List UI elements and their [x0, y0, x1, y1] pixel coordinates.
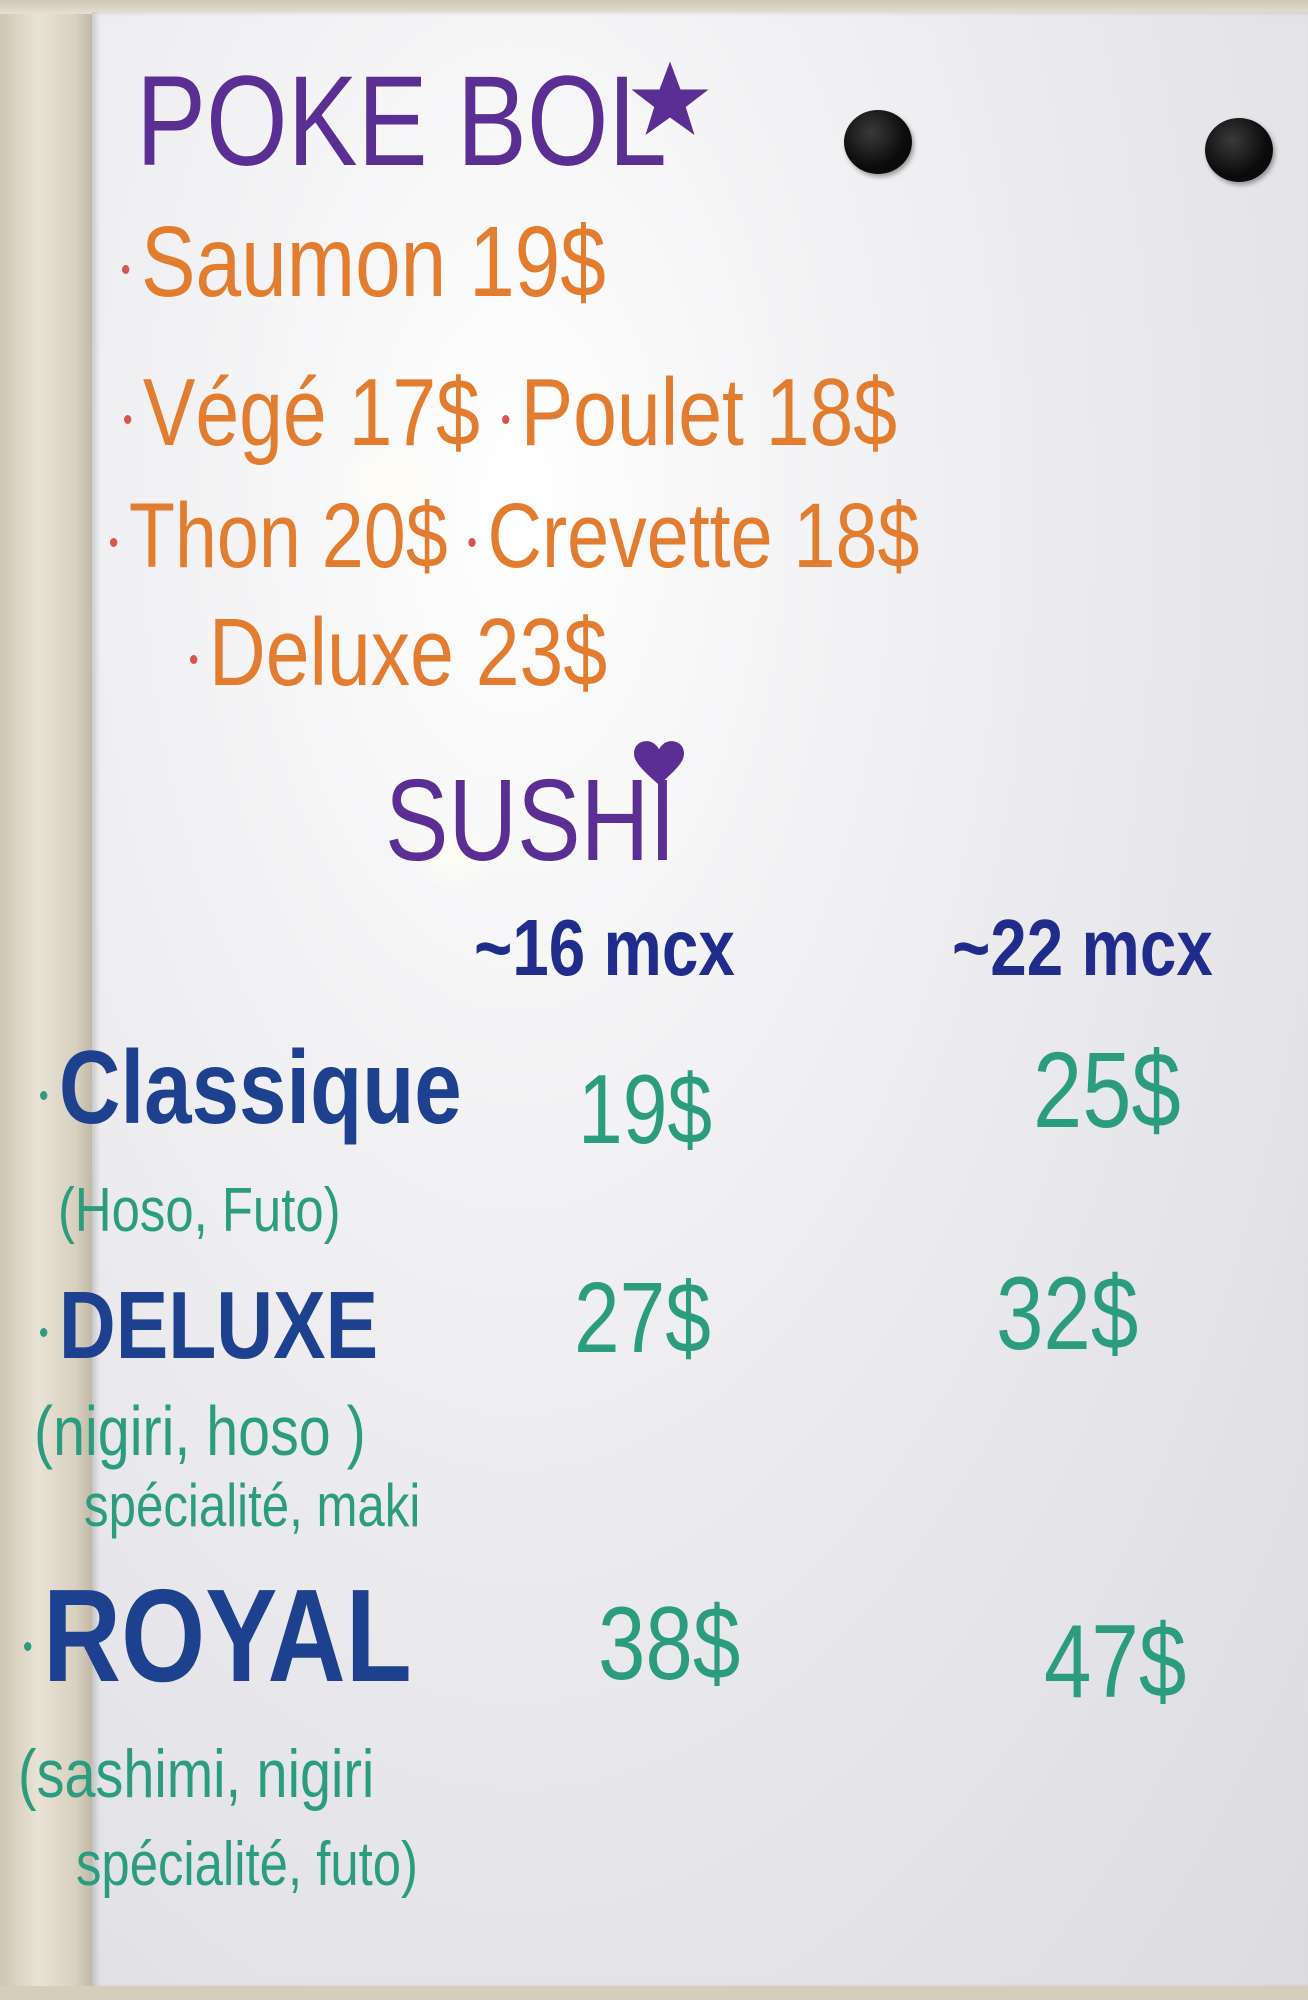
light-glare [410, 820, 500, 890]
sushi-item-desc: spécialité, futo) [76, 1830, 418, 1899]
size-header-large: ~22 mcx [952, 903, 1213, 992]
light-glare [330, 440, 450, 520]
poke-item: Saumon 19$ [122, 212, 606, 312]
sushi-price-large: 32$ [996, 1256, 1139, 1372]
sushi-item-desc: (nigiri, hoso ) [34, 1392, 366, 1470]
sushi-item-desc: (sashimi, nigiri [18, 1736, 375, 1812]
magnet [1205, 118, 1273, 182]
heart-icon [634, 741, 684, 785]
sushi-price-small: 19$ [578, 1054, 713, 1164]
poke-item: Deluxe 23$ [190, 605, 607, 701]
sushi-item-name: DELUXE [40, 1278, 378, 1374]
size-header-small: ~16 mcx [474, 903, 735, 992]
sushi-item-desc: spécialité, maki [84, 1472, 421, 1539]
sushi-price-large: 25$ [1033, 1029, 1181, 1150]
sushi-item-name: Classique [40, 1036, 462, 1140]
sushi-title: SUSHI [385, 755, 676, 885]
poke-item-row: Thon 20$ Crevette 18$ [110, 490, 919, 582]
magnet [844, 110, 912, 174]
board-frame-bottom [0, 1986, 1308, 2000]
whiteboard [92, 12, 1308, 1988]
poke-item-row: Végé 17$ Poulet 18$ [124, 365, 897, 461]
poke-title: POKE BOL [136, 50, 667, 193]
star-icon [631, 61, 709, 135]
sushi-price-small: 38$ [598, 1586, 741, 1702]
sushi-item-name: ROYAL [24, 1570, 412, 1702]
board-frame-top [0, 0, 1308, 14]
sushi-item-desc: (Hoso, Futo) [58, 1176, 341, 1245]
sushi-price-small: 27$ [574, 1262, 711, 1374]
board-frame-left [0, 0, 95, 2000]
sushi-price-large: 47$ [1044, 1604, 1187, 1720]
